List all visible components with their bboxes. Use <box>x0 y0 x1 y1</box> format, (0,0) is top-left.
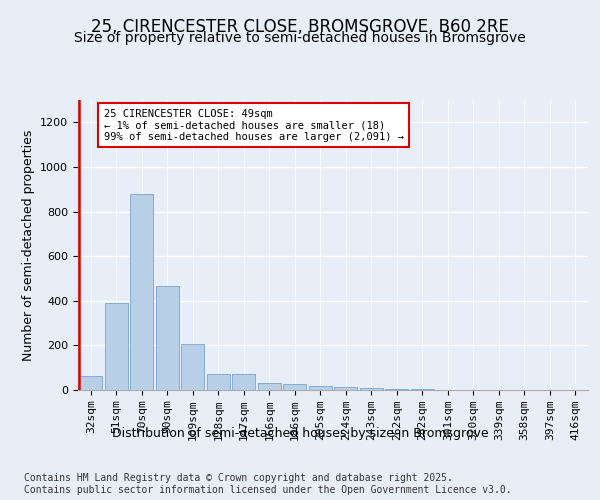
Bar <box>181 344 204 390</box>
Bar <box>79 376 102 390</box>
Bar <box>232 374 255 390</box>
Bar <box>334 388 357 390</box>
Bar <box>207 374 230 390</box>
Bar <box>156 286 179 390</box>
Text: 25 CIRENCESTER CLOSE: 49sqm
← 1% of semi-detached houses are smaller (18)
99% of: 25 CIRENCESTER CLOSE: 49sqm ← 1% of semi… <box>104 108 404 142</box>
Bar <box>385 389 408 390</box>
Text: Distribution of semi-detached houses by size in Bromsgrove: Distribution of semi-detached houses by … <box>112 428 488 440</box>
Bar <box>105 303 128 390</box>
Bar <box>283 384 306 390</box>
Bar <box>309 386 332 390</box>
Bar <box>130 194 153 390</box>
Bar <box>258 382 281 390</box>
Text: Size of property relative to semi-detached houses in Bromsgrove: Size of property relative to semi-detach… <box>74 31 526 45</box>
Y-axis label: Number of semi-detached properties: Number of semi-detached properties <box>22 130 35 360</box>
Text: 25, CIRENCESTER CLOSE, BROMSGROVE, B60 2RE: 25, CIRENCESTER CLOSE, BROMSGROVE, B60 2… <box>91 18 509 36</box>
Bar <box>360 388 383 390</box>
Text: Contains HM Land Registry data © Crown copyright and database right 2025.
Contai: Contains HM Land Registry data © Crown c… <box>24 474 512 495</box>
